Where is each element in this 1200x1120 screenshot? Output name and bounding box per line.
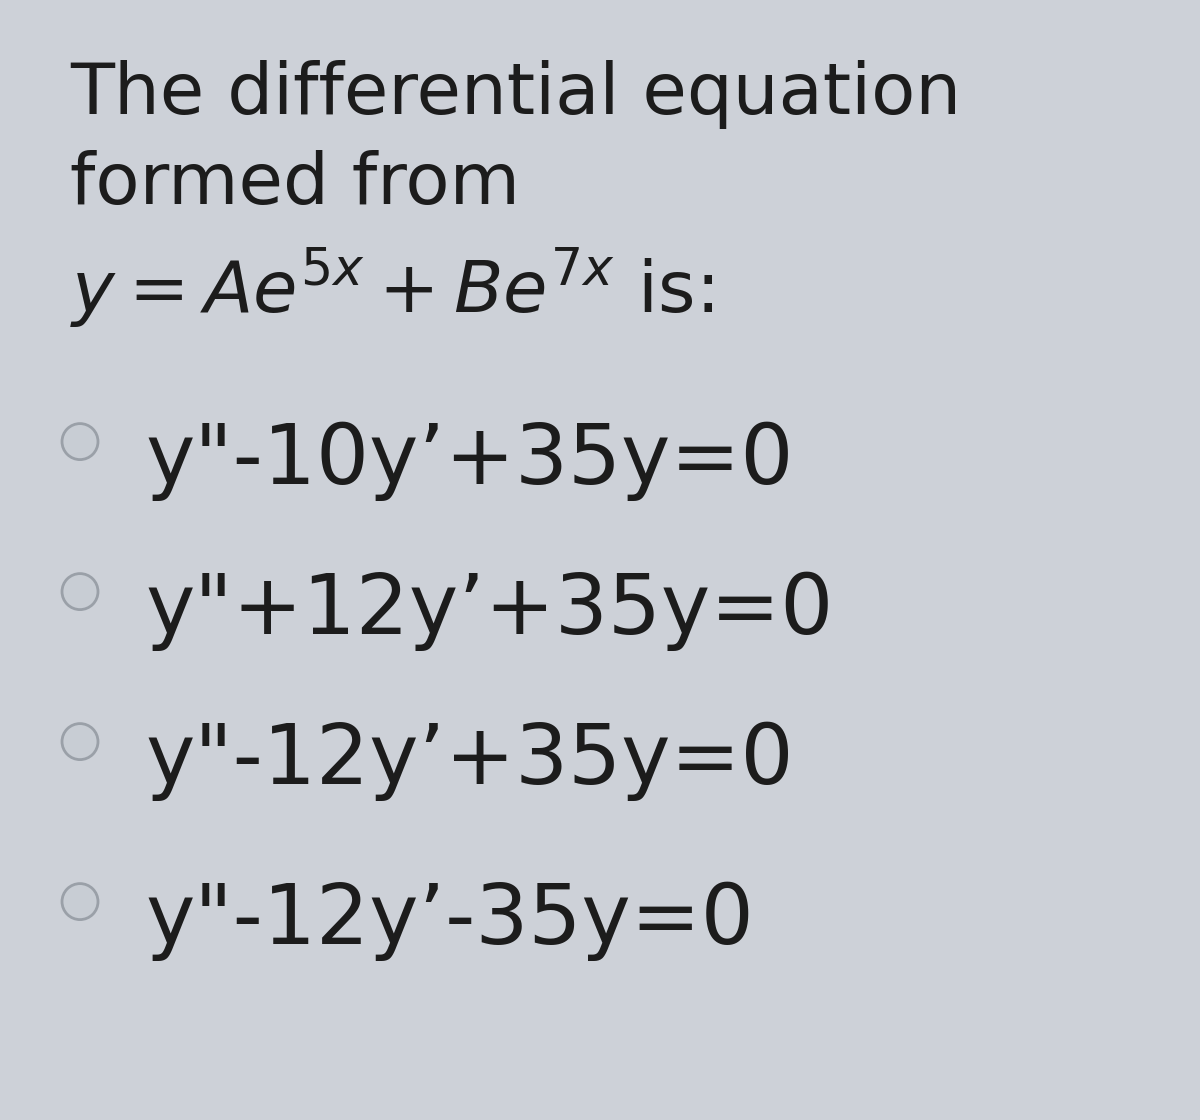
Text: $y = Ae^{5x} + Be^{7x}$ is:: $y = Ae^{5x} + Be^{7x}$ is: — [70, 245, 713, 330]
Text: y"+12y’+35y=0: y"+12y’+35y=0 — [145, 570, 833, 651]
Circle shape — [62, 573, 98, 609]
Text: formed from: formed from — [70, 150, 520, 220]
Circle shape — [62, 724, 98, 759]
Circle shape — [62, 884, 98, 920]
Text: The differential equation: The differential equation — [70, 60, 961, 129]
Circle shape — [62, 423, 98, 459]
Text: y"-12y’+35y=0: y"-12y’+35y=0 — [145, 720, 793, 801]
Text: y"-12y’-35y=0: y"-12y’-35y=0 — [145, 880, 754, 961]
Text: y"-10y’+35y=0: y"-10y’+35y=0 — [145, 420, 793, 501]
